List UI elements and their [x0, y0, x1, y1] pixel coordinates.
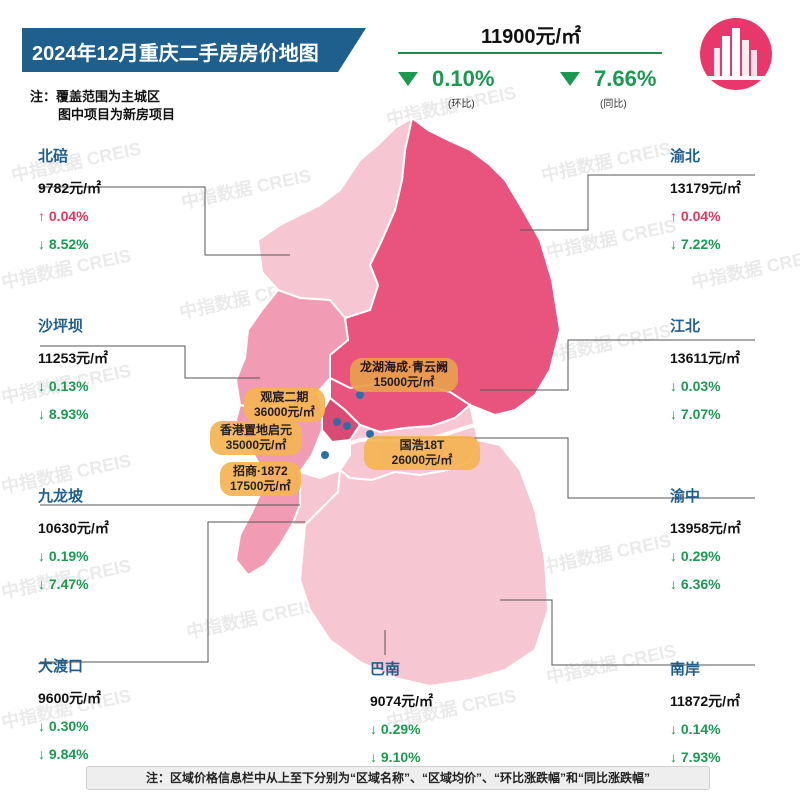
city-average-price: 11900元/㎡	[480, 26, 582, 48]
district-info-jiangbei: 江北 13611元/㎡ ↓ 0.03% ↓ 7.07%	[670, 315, 740, 422]
district-yoy: ↓ 7.07%	[670, 406, 721, 422]
district-name: 江北	[670, 318, 701, 335]
district-mom: ↓ 0.03%	[670, 378, 721, 394]
district-price: 13611元/㎡	[670, 350, 741, 366]
mom-pct: 0.10%	[432, 66, 495, 91]
footer-note: 注：区域价格信息栏中从上至下分别为“区域名称”、“区域均价”、“环比涨跌幅”和“…	[86, 766, 710, 790]
district-info-banan: 巴南 9074元/㎡ ↓ 0.29% ↓ 9.10%	[370, 658, 433, 765]
yoy-pct: 7.66%	[594, 66, 657, 91]
project-label-zhaoshang: 招商·1872 17500元/㎡	[220, 462, 301, 496]
project-price: 15000元/㎡	[373, 375, 435, 389]
district-mom: ↓ 0.30%	[38, 718, 89, 734]
district-yoy: ↓ 7.47%	[38, 576, 89, 592]
district-price: 11253元/㎡	[38, 350, 109, 366]
yoy-label: (同比)	[600, 99, 627, 110]
district-yoy: ↓ 6.36%	[670, 576, 721, 592]
project-name: 观宸二期	[260, 390, 309, 404]
project-label-longhu: 龙湖海成·青云阙 15000元/㎡	[350, 358, 458, 392]
district-name: 大渡口	[38, 658, 84, 675]
district-name: 北碚	[38, 148, 69, 165]
district-price: 9074元/㎡	[370, 693, 434, 709]
district-mom: ↓ 0.19%	[38, 548, 89, 564]
district-price: 9782元/㎡	[38, 180, 102, 196]
district-price: 9600元/㎡	[38, 690, 102, 706]
district-name: 沙坪坝	[38, 318, 84, 335]
coverage-note: 注：覆盖范围为主城区 图中项目为新房项目	[30, 88, 175, 124]
district-yoy: ↓ 9.10%	[370, 749, 421, 765]
down-arrow-icon	[560, 72, 580, 86]
district-name: 渝中	[670, 488, 701, 505]
project-dot	[366, 430, 374, 438]
project-dot	[356, 391, 364, 399]
district-info-shapingba: 沙坪坝 11253元/㎡ ↓ 0.13% ↓ 8.93%	[38, 315, 108, 422]
district-yoy: ↓ 7.93%	[670, 749, 721, 765]
project-price: 17500元/㎡	[230, 479, 291, 493]
summary-divider	[398, 52, 662, 54]
district-price: 11872元/㎡	[670, 693, 741, 709]
project-label-xianggang: 香港置地启元 35000元/㎡	[210, 421, 303, 455]
project-name: 国浩18T	[399, 438, 445, 452]
district-yoy: ↓ 9.84%	[38, 746, 89, 762]
district-name: 渝北	[670, 148, 701, 165]
project-price: 36000元/㎡	[254, 405, 315, 419]
page-title: 2024年12月重庆二手房房价地图	[32, 43, 319, 65]
district-mom: ↓ 0.13%	[38, 378, 89, 394]
district-name: 巴南	[370, 661, 401, 678]
district-yoy: ↓ 8.52%	[38, 236, 89, 252]
project-dot	[343, 422, 351, 430]
project-name: 招商·1872	[233, 464, 288, 478]
chongqing-skyline-logo	[700, 18, 772, 90]
district-info-beibei: 北碚 9782元/㎡ ↑ 0.04% ↓ 8.52%	[38, 145, 101, 252]
project-price: 35000元/㎡	[225, 438, 287, 452]
title-banner: 2024年12月重庆二手房房价地图	[22, 28, 366, 72]
district-info-dadukou: 大渡口 9600元/㎡ ↓ 0.30% ↓ 9.84%	[38, 655, 101, 762]
district-info-nanan: 南岸 11872元/㎡ ↓ 0.14% ↓ 7.93%	[670, 658, 740, 765]
district-price: 10630元/㎡	[38, 520, 109, 536]
project-label-guohao: 国浩18T 26000元/㎡	[364, 436, 480, 470]
district-mom: ↓ 0.29%	[370, 721, 421, 737]
district-name: 九龙坡	[38, 488, 84, 505]
skyline-icon	[708, 28, 764, 80]
project-name: 龙湖海成·青云阙	[360, 360, 448, 374]
district-name: 南岸	[670, 661, 701, 678]
district-info-jiulongpo: 九龙坡 10630元/㎡ ↓ 0.19% ↓ 7.47%	[38, 485, 109, 592]
district-banan-shape	[298, 438, 550, 688]
district-price: 13958元/㎡	[670, 520, 741, 536]
district-yoy: ↓ 7.22%	[670, 236, 721, 252]
district-info-yuzhong: 渝中 13958元/㎡ ↓ 0.29% ↓ 6.36%	[670, 485, 741, 592]
district-mom: ↓ 0.29%	[670, 548, 721, 564]
mom-label: (环比)	[448, 99, 475, 110]
district-price: 13179元/㎡	[670, 180, 741, 196]
district-yoy: ↓ 8.93%	[38, 406, 89, 422]
project-label-guanchen: 观宸二期 36000元/㎡	[244, 388, 325, 422]
district-mom: ↑ 0.04%	[38, 208, 89, 224]
down-arrow-icon	[398, 72, 418, 86]
project-price: 26000元/㎡	[391, 453, 453, 467]
district-mom: ↓ 0.14%	[670, 721, 721, 737]
note-line: 注：覆盖范围为主城区	[30, 89, 161, 104]
note-line: 图中项目为新房项目	[58, 107, 176, 122]
district-info-yubei: 渝北 13179元/㎡ ↑ 0.04% ↓ 7.22%	[670, 145, 741, 252]
project-name: 香港置地启元	[220, 423, 293, 437]
project-dot	[321, 451, 329, 459]
project-dot	[333, 418, 341, 426]
district-mom: ↑ 0.04%	[670, 208, 721, 224]
